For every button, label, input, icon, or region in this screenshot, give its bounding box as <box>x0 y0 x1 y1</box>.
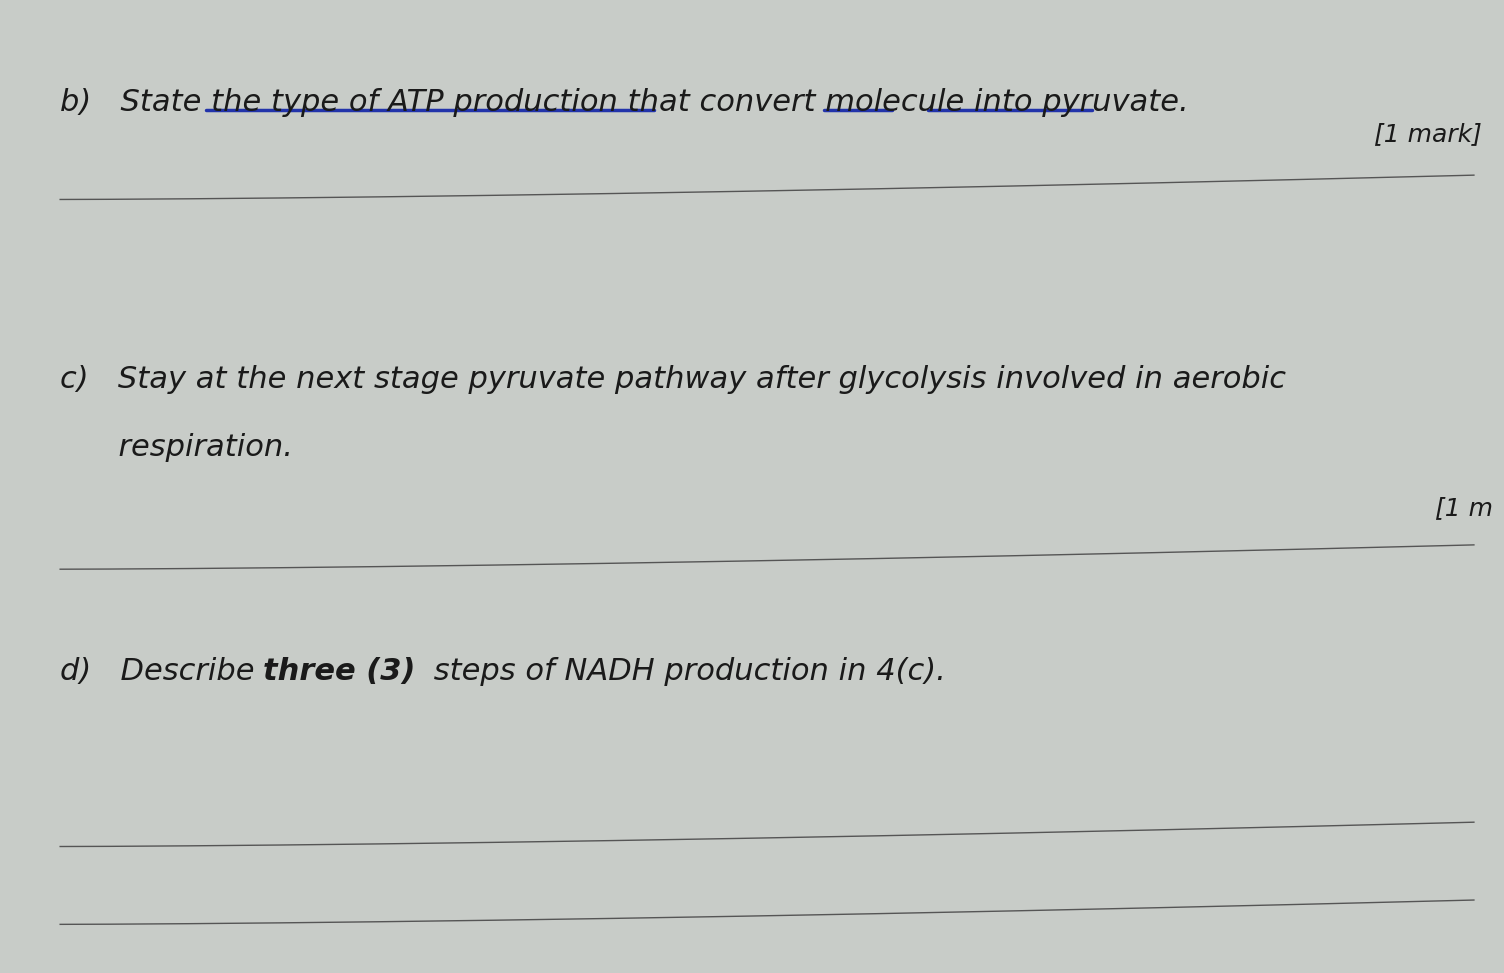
Text: [1 m: [1 m <box>1435 496 1493 521</box>
Text: c)   Stay at the next stage pyruvate pathway after glycolysis involved in aerobi: c) Stay at the next stage pyruvate pathw… <box>60 365 1286 394</box>
Text: [1 mark]: [1 mark] <box>1373 122 1481 146</box>
Text: d)   Describe: d) Describe <box>60 657 265 686</box>
Text: respiration.: respiration. <box>60 433 293 462</box>
Text: steps of NADH production in 4(c).: steps of NADH production in 4(c). <box>424 657 946 686</box>
Text: three (3): three (3) <box>263 657 415 686</box>
Text: b)   State the type of ATP production that convert molecule into pyruvate.: b) State the type of ATP production that… <box>60 88 1188 117</box>
